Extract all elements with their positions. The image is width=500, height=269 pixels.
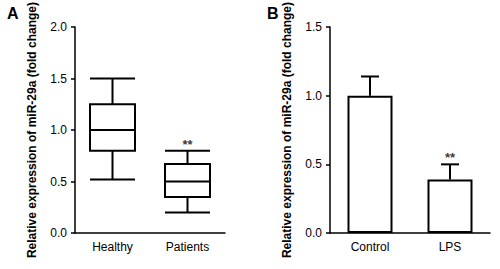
svg-text:**: ** [445, 150, 456, 165]
svg-text:Control: Control [351, 240, 390, 254]
svg-text:Patients: Patients [166, 240, 209, 254]
svg-text:LPS: LPS [439, 240, 462, 254]
svg-text:B: B [267, 5, 279, 22]
svg-text:Relative expression of miR-29a: Relative expression of miR-29a (fold cha… [25, 2, 39, 258]
svg-text:A: A [7, 5, 19, 22]
svg-text:0.0: 0.0 [50, 226, 67, 240]
svg-text:2.0: 2.0 [50, 20, 67, 34]
svg-text:1.5: 1.5 [50, 72, 67, 86]
svg-text:1.0: 1.0 [305, 89, 322, 103]
svg-text:Relative expression of miR-29a: Relative expression of miR-29a (fold cha… [280, 2, 294, 258]
svg-text:0.0: 0.0 [305, 226, 322, 240]
svg-text:1.0: 1.0 [50, 123, 67, 137]
svg-text:0.5: 0.5 [50, 175, 67, 189]
svg-text:0.5: 0.5 [305, 157, 322, 171]
svg-text:**: ** [182, 137, 193, 152]
svg-text:1.5: 1.5 [305, 20, 322, 34]
svg-text:Healthy: Healthy [92, 240, 133, 254]
